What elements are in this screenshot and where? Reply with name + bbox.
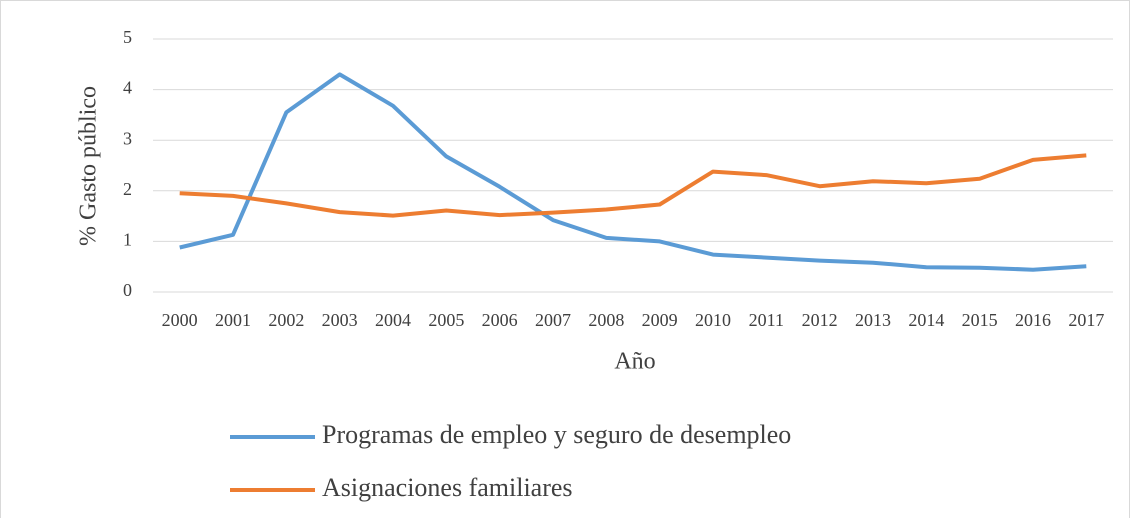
- x-tick-label: 2017: [1068, 310, 1104, 330]
- y-tick-label: 0: [123, 280, 132, 300]
- legend-label: Programas de empleo y seguro de desemple…: [322, 420, 791, 449]
- x-tick-label: 2003: [322, 310, 358, 330]
- x-tick-label: 2012: [802, 310, 838, 330]
- x-tick-label: 2004: [375, 310, 411, 330]
- y-tick-label: 2: [123, 179, 132, 199]
- x-tick-label: 2011: [749, 310, 784, 330]
- x-tick-label: 2015: [962, 310, 998, 330]
- x-tick-label: 2010: [695, 310, 731, 330]
- line-series: [179, 153, 1087, 218]
- y-tick-label: 4: [123, 78, 132, 98]
- x-tick-label: 2014: [908, 310, 944, 330]
- x-tick-label: 2007: [535, 310, 571, 330]
- x-tick-label: 2009: [642, 310, 678, 330]
- x-tick-label: 2002: [268, 310, 304, 330]
- x-tick-label: 2013: [855, 310, 891, 330]
- x-tick-label: 2008: [588, 310, 624, 330]
- x-tick-label: 2005: [428, 310, 464, 330]
- x-tick-label: 2016: [1015, 310, 1051, 330]
- y-axis-label: % Gasto público: [76, 86, 102, 246]
- x-tick-label: 2006: [482, 310, 518, 330]
- x-axis-label: Año: [614, 349, 655, 375]
- x-tick-label: 2000: [162, 310, 198, 330]
- y-tick-label: 5: [123, 27, 132, 47]
- y-tick-label: 1: [123, 230, 132, 250]
- x-tick-label: 2001: [215, 310, 251, 330]
- legend-label: Asignaciones familiares: [322, 473, 573, 502]
- line-series: [179, 72, 1087, 272]
- y-tick-label: 3: [123, 128, 132, 148]
